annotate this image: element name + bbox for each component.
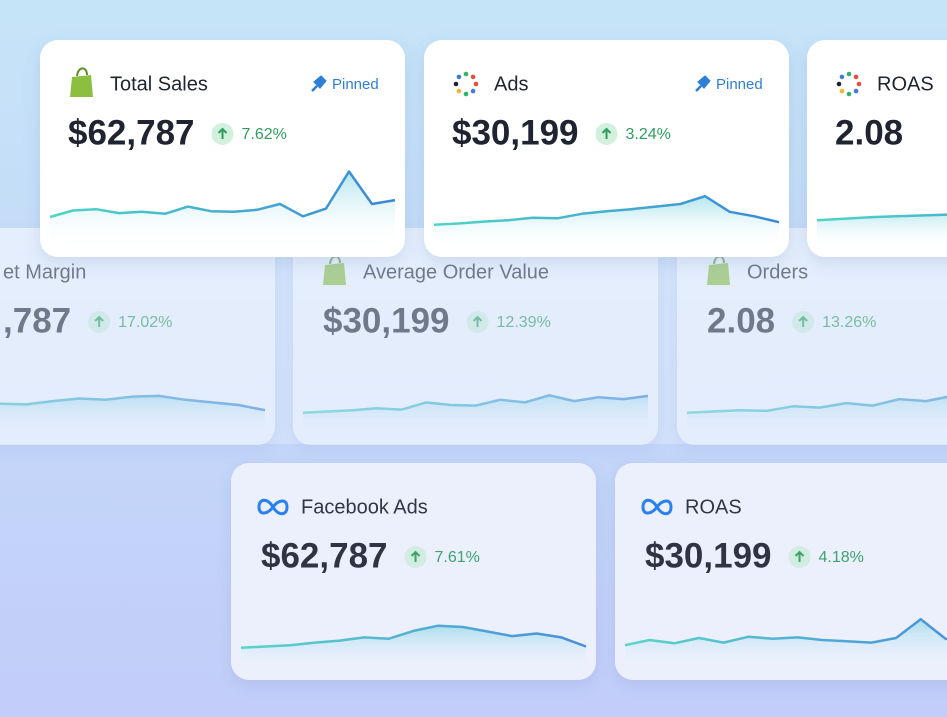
ads-icon-dot [846, 91, 852, 97]
sparkline-line [49, 170, 396, 219]
change-percent: 4.18% [819, 549, 864, 566]
card-value: $30,199 [452, 113, 579, 152]
ads-icon-dot [856, 81, 862, 87]
sparkline-area [303, 395, 648, 437]
shopify-icon [323, 263, 346, 285]
card-title: Orders [747, 261, 808, 283]
ads-icon-dot [473, 81, 479, 87]
sparkline-area [241, 625, 586, 672]
sparkline-area [50, 171, 395, 249]
card-value: $30,199 [645, 536, 772, 575]
card-background [615, 463, 947, 680]
shopify-handle [76, 67, 88, 77]
card-value: $30,199 [323, 301, 450, 340]
up-arrow [794, 550, 805, 562]
pinned-label[interactable]: Pinned [716, 76, 763, 93]
metric-card: Average Order Value $30,199 12.39% [293, 228, 658, 445]
metric-card: Facebook Ads $62,787 7.61% [231, 463, 596, 680]
sparkline-area [0, 395, 265, 437]
ads-icon-dot [846, 71, 852, 77]
card-background [293, 228, 658, 445]
shopify-icon [707, 263, 730, 285]
sparkline-area [687, 396, 947, 437]
change-percent: 12.39% [497, 314, 551, 331]
sparkline-line [624, 617, 947, 647]
card-title: ROAS [877, 73, 934, 95]
ads-icon-dot [456, 74, 462, 80]
ads-icon-dot [839, 74, 845, 80]
up-arrow [798, 315, 808, 327]
ads-icon-dot [839, 88, 845, 94]
metric-card: et Margin ,787 17.02% [0, 228, 275, 445]
ads-icon-dot [853, 74, 859, 80]
card-title: Facebook Ads [301, 496, 428, 518]
ads-icon-dot [463, 91, 469, 97]
sparkline-line [0, 394, 266, 412]
change-percent: 7.61% [435, 549, 480, 566]
pin-icon [311, 75, 327, 92]
sparkline-line [302, 394, 649, 415]
up-arrow [472, 315, 483, 327]
meta-icon [641, 498, 673, 516]
sparkline-line [240, 624, 587, 650]
change-percent: 17.02% [118, 314, 172, 331]
ads-icon-dot [470, 74, 476, 80]
sparkline-line [816, 213, 947, 222]
up-arrow [217, 127, 228, 139]
sparkline-area [434, 196, 779, 249]
card-value: $62,787 [68, 113, 195, 152]
sparkline-line [433, 194, 780, 227]
up-arrow [410, 550, 421, 562]
metric-card: Ads Pinned $30,199 3.24% [424, 40, 789, 257]
ads-icon-dot [456, 88, 462, 94]
card-value: ,787 [3, 301, 71, 340]
card-title: Total Sales [110, 73, 208, 95]
card-title: Ads [494, 73, 528, 95]
metric-card: Total Sales Pinned $62,787 7.62% [40, 40, 405, 257]
card-background [807, 40, 947, 257]
sparkline-area [817, 214, 947, 249]
up-arrow [94, 315, 104, 327]
card-value: 2.08 [707, 301, 775, 340]
ads-icon-dot [836, 81, 842, 87]
change-percent: 3.24% [626, 126, 671, 143]
card-background [40, 40, 405, 257]
sparkline-line [686, 395, 947, 415]
card-background [231, 463, 596, 680]
card-background [0, 228, 275, 445]
change-percent: 13.26% [822, 314, 876, 331]
change-percent: 7.62% [242, 126, 287, 143]
card-title: ROAS [685, 496, 742, 518]
metric-card: ROAS 2.08 [807, 40, 947, 257]
meta-icon [257, 498, 289, 516]
card-value: 2.08 [835, 113, 903, 152]
card-value: $62,787 [261, 536, 388, 575]
metric-card: Orders 2.08 13.26% [677, 228, 947, 445]
pinned-label[interactable]: Pinned [332, 76, 379, 93]
ads-icon-dot [463, 71, 469, 77]
ads-icon-dot [470, 88, 476, 94]
metric-card: ROAS $30,199 4.18% [615, 463, 947, 680]
card-title: et Margin [3, 261, 86, 283]
card-title: Average Order Value [363, 261, 549, 283]
pin-icon [695, 75, 711, 92]
shopify-icon [70, 75, 93, 97]
ads-icon-dot [853, 88, 859, 94]
up-arrow [601, 127, 612, 139]
sparkline-area [625, 619, 947, 672]
card-background [677, 228, 947, 445]
ads-icon-dot [453, 81, 459, 87]
